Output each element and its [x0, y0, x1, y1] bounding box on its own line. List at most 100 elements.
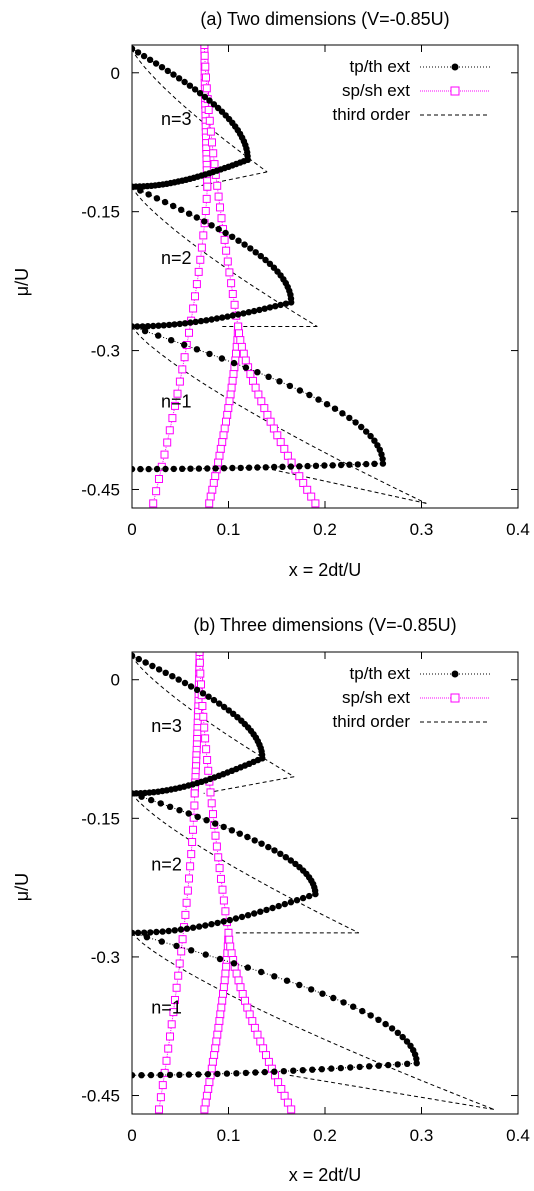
x-tick-label: 0.4 [506, 1126, 530, 1145]
sp-sh-point [177, 947, 186, 956]
sp-sh-point [205, 1078, 214, 1087]
sp-sh-point [269, 424, 278, 433]
tp-th-point [220, 918, 227, 925]
sp-sh-point [202, 84, 211, 93]
x-tick-label: 0.2 [313, 520, 337, 539]
sp-sh-point [182, 898, 191, 907]
sp-sh-point [232, 969, 241, 978]
sp-sh-point [168, 414, 177, 423]
tp-th-point [271, 463, 278, 471]
tp-th-point [282, 854, 289, 861]
sp-sh-point [206, 127, 215, 136]
tp-th-point [321, 462, 328, 469]
sp-sh-point [216, 1010, 225, 1019]
tp-th-point [265, 843, 272, 851]
tp-th-point [165, 927, 172, 935]
tp-th-point [394, 1029, 401, 1037]
tp-th-point [375, 1062, 382, 1069]
tp-th-point [132, 790, 136, 797]
tp-th-point [175, 676, 182, 683]
legend-label: sp/sh ext [342, 688, 410, 707]
sp-sh-point [202, 73, 210, 82]
sp-sh-point [219, 990, 227, 998]
tp-th-point [220, 703, 228, 711]
tp-th-point [176, 807, 183, 814]
y-tick-label: -0.45 [81, 1087, 120, 1106]
legend-marker [450, 693, 460, 703]
sp-sh-point [174, 971, 183, 980]
third-order-line [269, 468, 427, 504]
legend-label: third order [333, 712, 411, 731]
band-label: n=3 [161, 109, 192, 129]
tp-th-point [331, 405, 339, 412]
sp-sh-point [190, 789, 199, 798]
x-tick-label: 0 [127, 520, 136, 539]
tp-th-point [188, 947, 195, 954]
tp-th-point [280, 1068, 287, 1075]
sp-sh-point [189, 304, 198, 313]
band-label: n=3 [151, 716, 182, 736]
sp-sh-point [210, 1051, 219, 1060]
tp-th-point [399, 1033, 406, 1041]
sp-sh-point [165, 426, 174, 435]
sp-sh-point [213, 1030, 222, 1039]
tp-th-point [251, 837, 258, 844]
sp-sh-point [218, 885, 227, 894]
tp-th-point [367, 1012, 374, 1019]
tp-th-point [148, 796, 155, 804]
tp-th-point [356, 1063, 363, 1071]
tp-th-point [214, 919, 221, 927]
tp-th-point [218, 355, 226, 362]
tp-th-point [242, 1069, 250, 1077]
sp-sh-point [234, 976, 243, 985]
sp-sh-point [163, 438, 172, 447]
tp-th-point [229, 233, 236, 240]
tp-th-point [134, 323, 141, 330]
tp-th-point [288, 299, 295, 306]
sp-sh-point [203, 182, 212, 191]
tp-th-point [272, 303, 279, 310]
sp-sh-point [201, 62, 210, 71]
tp-th-point [223, 1070, 231, 1077]
tp-th-point [173, 942, 180, 950]
tp-th-point [137, 187, 144, 194]
tp-th-point [282, 300, 290, 307]
sp-sh-point [280, 444, 289, 453]
tp-th-point [175, 75, 183, 82]
sp-sh-point [207, 799, 216, 808]
tp-th-point [281, 900, 288, 908]
tp-th-point [222, 229, 229, 237]
tp-th-point [271, 1068, 278, 1075]
sp-sh-point [204, 1085, 213, 1093]
third-order-line [203, 776, 295, 794]
sp-sh-point [253, 1030, 262, 1039]
sp-sh-point [203, 756, 212, 764]
tp-th-point [176, 1071, 183, 1079]
tp-th-point [132, 1072, 136, 1079]
legend-marker [451, 63, 459, 71]
sp-sh-point [236, 336, 245, 345]
sp-sh-point [220, 976, 229, 985]
sp-sh-point [251, 383, 260, 392]
tp-th-point [215, 225, 222, 233]
tp-th-point [318, 1066, 325, 1073]
tp-th-point [153, 465, 161, 473]
tp-th-point [257, 908, 264, 915]
tp-th-point [245, 464, 253, 471]
sp-sh-point [226, 390, 235, 399]
x-axis-label: x = 2dt/U [289, 560, 362, 580]
legend-label: tp/th ext [350, 664, 411, 683]
legend-label: tp/th ext [350, 57, 411, 76]
tp-th-point [403, 1038, 411, 1045]
sp-sh-point [223, 410, 232, 419]
tp-th-point [228, 827, 236, 834]
tp-th-point [262, 256, 269, 264]
sp-sh-point [171, 401, 179, 410]
sp-sh-point [162, 1056, 171, 1065]
tp-th-point [277, 850, 284, 857]
tp-th-point [192, 318, 199, 326]
tp-th-point [208, 222, 215, 229]
tp-th-point [208, 316, 215, 323]
third-order-line [132, 932, 495, 1110]
tp-th-point [306, 892, 313, 900]
